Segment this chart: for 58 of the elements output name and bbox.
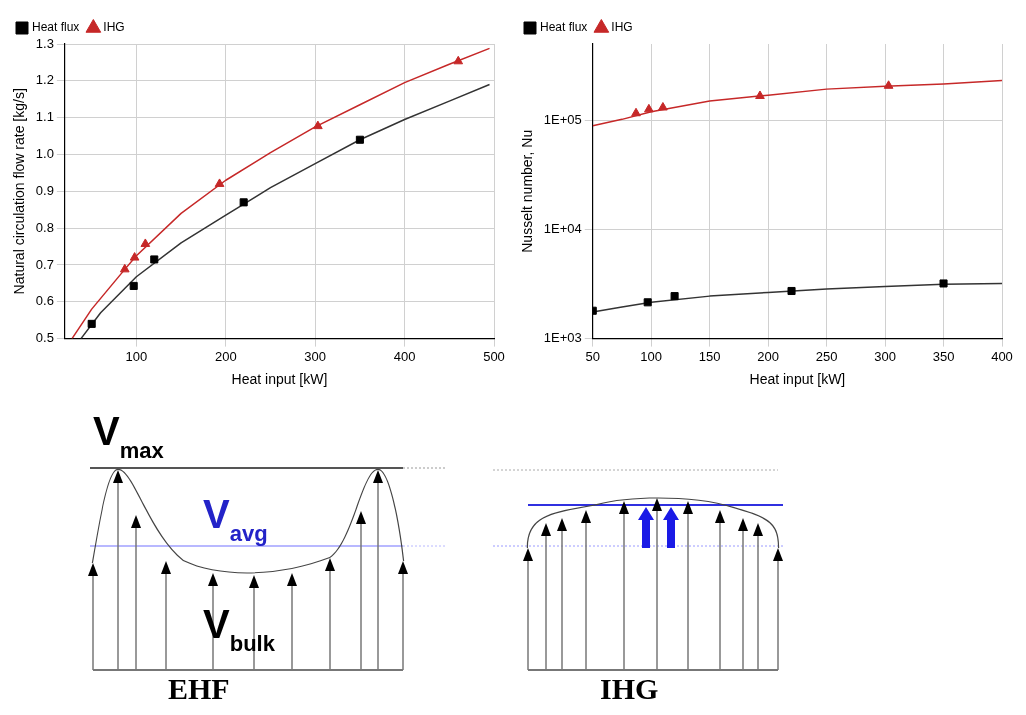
point: [453, 55, 464, 65]
point: [755, 90, 765, 99]
x-tick-label: 400: [393, 348, 416, 364]
y-tick-label: 1E+05: [543, 111, 582, 127]
x-tick-label: 500: [483, 348, 505, 364]
point: [129, 252, 140, 261]
point: [670, 292, 679, 301]
point: [883, 80, 894, 89]
text: V$_{bulk}$: [203, 602, 276, 656]
point: [313, 120, 323, 130]
point: [939, 279, 948, 288]
x-tick-label: 300: [874, 348, 896, 364]
y-tick-label: 1.1: [35, 109, 54, 125]
legend-label: Heat flux: [32, 20, 80, 35]
x-tick-label: 300: [304, 348, 327, 364]
point: [643, 298, 652, 307]
x-tick-label: 50: [585, 348, 600, 364]
y-tick-label: 1.0: [35, 146, 54, 162]
y-axis-title: Nusselt number, Nu: [519, 129, 536, 253]
point: [150, 255, 159, 264]
y-tick-label: 1E+04: [543, 221, 582, 237]
y-tick-label: 0.8: [35, 219, 54, 235]
x-axis-title: Heat input [kW]: [749, 371, 846, 388]
y-tick-label: 0.6: [35, 293, 54, 309]
x-tick-label: 350: [932, 348, 955, 364]
legend-label: IHG: [103, 20, 125, 35]
legend-label: Heat flux: [540, 20, 588, 35]
y-axis-title: Natural circulation flow rate [kg/s]: [11, 88, 28, 295]
x-tick-label: 200: [757, 348, 779, 364]
point: [355, 135, 364, 144]
text: V$_{avg}$: [203, 492, 268, 546]
x-tick-label: 100: [125, 348, 148, 364]
x-tick-label: 250: [815, 348, 838, 364]
text: V$_{max}$: [93, 409, 165, 463]
point: [631, 107, 641, 117]
x-tick-label: 400: [991, 348, 1013, 364]
point: [129, 281, 138, 290]
point: [658, 101, 668, 111]
y-tick-label: 1.3: [35, 35, 54, 51]
point: [214, 178, 225, 187]
text: EHF: [168, 672, 230, 705]
y-tick-label: 1E+03: [543, 330, 582, 346]
point: [119, 263, 130, 273]
x-tick-label: 100: [640, 348, 663, 364]
point: [787, 286, 796, 296]
point: [87, 319, 96, 328]
legend-label: IHG: [611, 20, 633, 35]
point: [644, 103, 654, 113]
y-tick-label: 0.7: [35, 256, 54, 272]
y-tick-label: 0.5: [35, 330, 54, 346]
x-tick-label: 200: [214, 348, 237, 364]
point: [239, 198, 248, 207]
point: [140, 238, 151, 247]
text: IHG: [600, 672, 659, 705]
x-axis-title: Heat input [kW]: [231, 371, 328, 388]
y-tick-label: 1.2: [35, 72, 54, 88]
y-tick-label: 0.9: [35, 182, 54, 198]
x-tick-label: 150: [698, 348, 721, 364]
